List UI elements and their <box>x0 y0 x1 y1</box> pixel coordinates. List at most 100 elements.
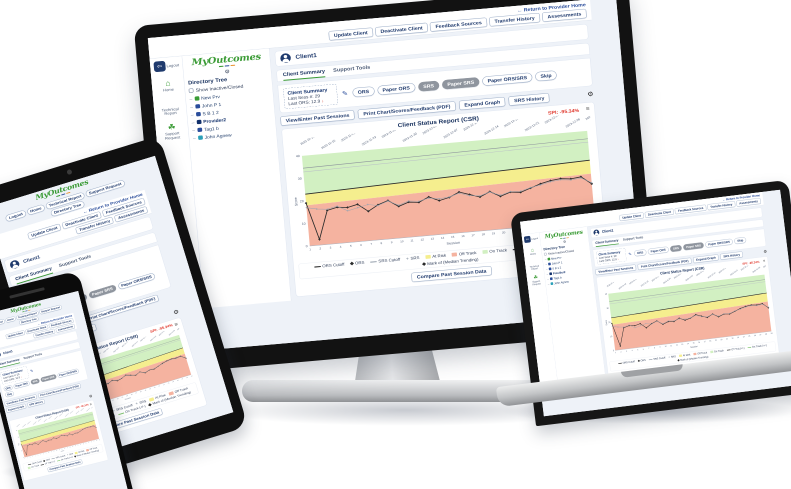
svg-text:28: 28 <box>186 377 188 379</box>
tree-node-icon <box>550 282 554 286</box>
rail-item-support-request[interactable]: ☘ Support Request <box>527 274 545 287</box>
header-button[interactable]: Update Client <box>27 223 62 240</box>
measure-pill[interactable]: ORS <box>633 249 647 257</box>
measure-pill[interactable]: Paper ORS/SRS <box>57 368 80 379</box>
svg-text:10: 10 <box>610 336 613 338</box>
rail-item-home[interactable]: ⌂ Home <box>529 246 537 256</box>
header-button[interactable]: Update Client <box>5 330 26 340</box>
tree-node-icon <box>195 104 201 109</box>
nav-pill[interactable]: Support Request <box>38 304 63 315</box>
svg-text:12: 12 <box>112 399 114 401</box>
nav-pill[interactable]: Logout <box>4 209 27 223</box>
svg-text:4: 4 <box>32 456 33 458</box>
rail-item-technical-report[interactable]: Technical Report <box>526 259 544 271</box>
svg-text:Session: Session <box>690 346 698 349</box>
rail-item-logout[interactable]: ⇦ Logout <box>523 235 539 244</box>
svg-text:11: 11 <box>410 238 414 242</box>
svg-text:2023-12-19: 2023-12-19 <box>718 267 727 274</box>
header-button[interactable]: Update Client <box>328 27 374 41</box>
measure-pill[interactable]: Paper ORS/SRS <box>481 72 533 87</box>
edit-notes-icon[interactable]: ✎ <box>341 89 349 98</box>
measure-pill[interactable]: Paper SRS <box>682 242 705 251</box>
svg-text:2024-01-02: 2024-01-02 <box>585 113 601 121</box>
tab[interactable]: Client Summary <box>595 238 619 247</box>
measure-pill[interactable]: SRS <box>669 244 683 253</box>
nav-pill[interactable]: Support Request <box>84 179 126 198</box>
header-button[interactable]: Assessments <box>541 8 587 22</box>
measure-pill[interactable]: Paper ORS/SRS <box>704 238 734 248</box>
trend-down-arrow: ↓ <box>321 98 325 104</box>
chart-menu-icon[interactable]: ≡ <box>89 402 93 407</box>
measure-pill[interactable]: Paper ORS <box>376 82 416 96</box>
svg-text:15: 15 <box>61 448 63 450</box>
rail-item-logout[interactable]: ⇦ Logout <box>153 60 179 74</box>
checkbox-icon[interactable] <box>543 252 547 256</box>
svg-text:19: 19 <box>492 231 496 235</box>
nav-pill[interactable]: Home <box>26 203 46 216</box>
svg-text:22: 22 <box>80 444 82 446</box>
tab[interactable]: Client Summary <box>282 68 326 81</box>
measure-pill[interactable]: Paper ORS <box>647 246 669 255</box>
svg-text:24: 24 <box>743 336 745 338</box>
checkbox-icon[interactable] <box>188 88 194 93</box>
legend-box-swatch <box>451 252 458 257</box>
csr-chart: 0102030401234567891011121314151617181920… <box>16 406 101 460</box>
svg-text:Session: Session <box>125 397 132 401</box>
edit-notes-icon[interactable]: ✎ <box>29 368 34 374</box>
tree-toggle-icon[interactable]: – <box>192 127 196 134</box>
measure-pill[interactable]: Skip <box>733 236 747 245</box>
measure-pill[interactable]: Paper ORS <box>13 380 31 390</box>
chart-menu-icon[interactable]: ≡ <box>762 258 766 263</box>
svg-text:8: 8 <box>43 453 44 455</box>
tree-toggle-icon[interactable]: – <box>189 96 193 102</box>
settings-icon[interactable]: ⚙ <box>763 248 768 254</box>
svg-text:3: 3 <box>30 456 31 458</box>
svg-text:10: 10 <box>665 346 667 348</box>
svg-text:2023-12-07: 2023-12-07 <box>442 128 458 140</box>
svg-text:28: 28 <box>96 440 98 442</box>
svg-text:2023-12-07: 2023-12-07 <box>685 275 694 282</box>
tree-toggle-icon[interactable]: – <box>190 111 194 118</box>
rail-item-support-request[interactable]: ☘ Support Request <box>157 122 188 141</box>
logout-icon: ⇦ <box>523 235 531 244</box>
tree-toggle-icon[interactable]: – <box>191 119 195 126</box>
rail-item-home[interactable]: ⌂ Home <box>162 78 175 93</box>
measure-pill[interactable]: Paper ORS/SRS <box>117 272 156 291</box>
tree-toggle-icon[interactable]: – <box>192 135 196 141</box>
measure-pill[interactable]: Paper SRS <box>441 76 480 90</box>
settings-icon[interactable]: ⚙ <box>586 90 594 98</box>
svg-text:26: 26 <box>177 380 179 382</box>
nav-pill[interactable]: Home <box>4 316 17 324</box>
svg-text:4: 4 <box>340 245 342 249</box>
svg-text:18: 18 <box>69 446 71 448</box>
svg-text:9: 9 <box>391 240 393 244</box>
chart-menu-icon[interactable]: ≡ <box>585 105 590 113</box>
measure-pill[interactable]: Paper SRS <box>40 373 57 383</box>
action-button[interactable]: Expand Graph <box>458 96 506 111</box>
tab[interactable]: Support Tools <box>332 64 371 74</box>
action-button[interactable]: SRS History <box>508 92 551 106</box>
svg-text:2023-11-28: 2023-11-28 <box>651 276 659 283</box>
measure-pill[interactable]: Skip <box>534 70 558 82</box>
svg-text:7: 7 <box>370 242 372 246</box>
legend-item: On Track <box>710 349 724 354</box>
svg-text:2023-12-14: 2023-12-14 <box>131 341 138 348</box>
svg-text:27: 27 <box>181 378 183 380</box>
rail-item-technical-report[interactable]: Technical Report <box>154 98 185 117</box>
edit-notes-icon[interactable]: ✎ <box>628 251 632 257</box>
measure-pill[interactable]: Paper SRS <box>88 284 117 300</box>
tree-toggle-icon[interactable]: – <box>189 104 194 110</box>
chart-menu-icon[interactable]: ≡ <box>173 321 179 328</box>
svg-text:10: 10 <box>48 451 50 453</box>
measure-pill[interactable]: Skip <box>4 390 15 398</box>
measure-pill[interactable]: SRS <box>30 378 40 385</box>
measure-pill[interactable]: ORS <box>352 86 375 98</box>
tab[interactable]: Support Tools <box>622 235 644 242</box>
svg-text:2023-12-21: 2023-12-21 <box>150 335 157 342</box>
legend-item: + SRS <box>405 255 420 261</box>
settings-icon[interactable]: ⚙ <box>172 308 180 316</box>
legend-item: On Track (+/-) <box>747 344 767 349</box>
measure-pill[interactable]: SRS <box>417 80 440 92</box>
settings-icon[interactable]: ⚙ <box>88 393 93 399</box>
